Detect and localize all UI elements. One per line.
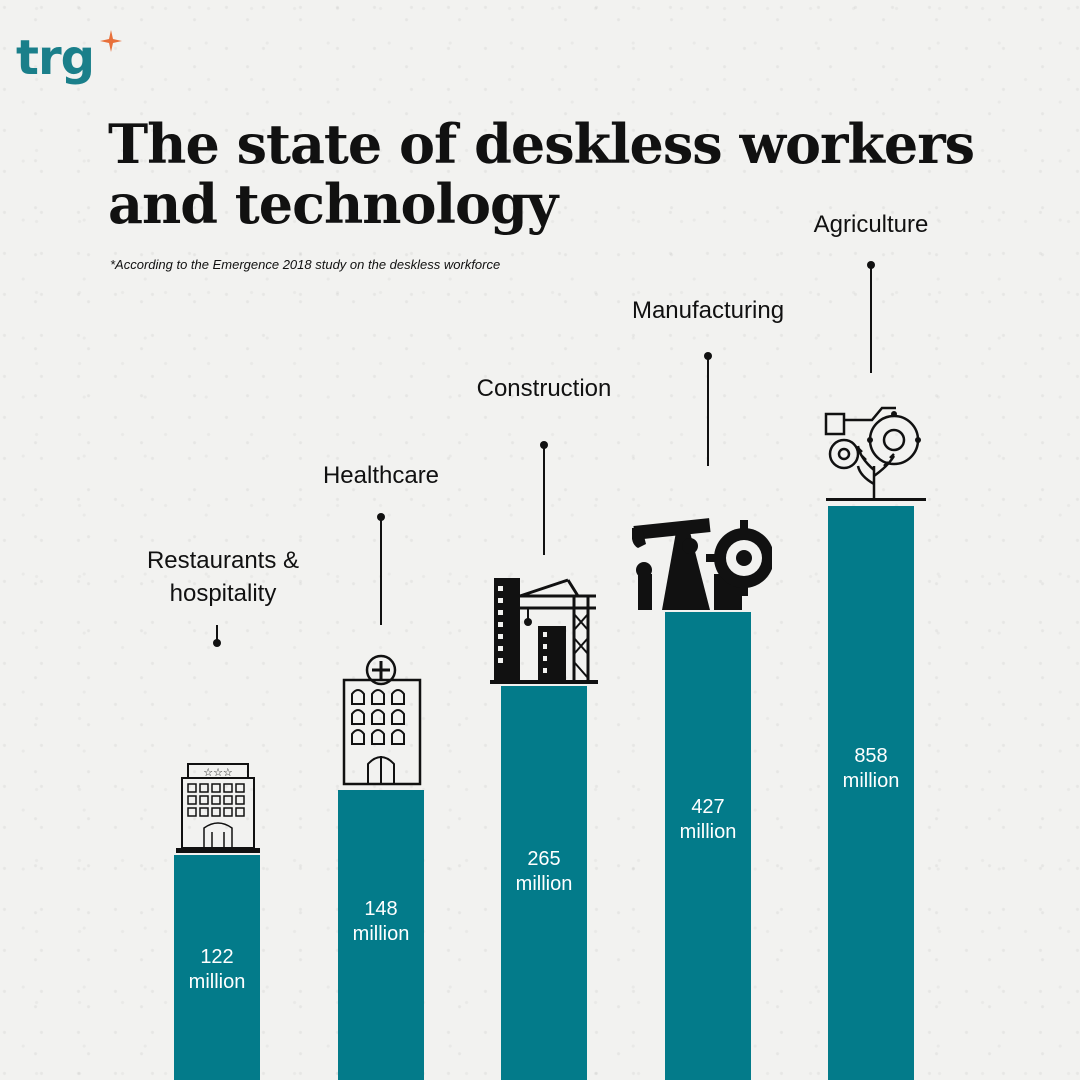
bar-4: [665, 612, 751, 1080]
connector-dot-2: [377, 513, 385, 521]
page-title: The state of deskless workers and techno…: [108, 112, 975, 236]
connector-dot-1: [213, 639, 221, 647]
connector-dot-5: [867, 261, 875, 269]
bar-2: [338, 790, 424, 1080]
value-label-2-line-1: 148: [364, 898, 397, 920]
value-label-1-line-1: 122: [200, 946, 233, 968]
value-label-5-line-1: 858: [854, 745, 887, 767]
category-label-3-line-1: Construction: [477, 375, 612, 402]
source-note: *According to the Emergence 2018 study o…: [110, 257, 501, 272]
value-label-3-line-2: million: [516, 873, 573, 895]
bar-1: [174, 855, 260, 1080]
category-label-2-line-1: Healthcare: [323, 462, 439, 489]
value-label-4-line-2: million: [680, 821, 737, 843]
category-label-4-line-1: Manufacturing: [632, 297, 784, 324]
oil-pump-gear-icon: [632, 518, 772, 610]
category-label-1-line-1: Restaurants &: [147, 547, 299, 574]
brand-logo: trg: [16, 30, 95, 86]
connector-dot-3: [540, 441, 548, 449]
value-label-5-line-2: million: [843, 770, 900, 792]
bar-3: [501, 686, 587, 1080]
hospital-icon: [342, 654, 422, 786]
value-label-1-line-2: million: [189, 971, 246, 993]
category-label-1-line-2: hospitality: [170, 580, 277, 607]
construction-crane-icon: [490, 578, 598, 684]
category-label-5-line-1: Agriculture: [814, 211, 929, 238]
value-label-3-line-1: 265: [527, 848, 560, 870]
sparkle-icon: [100, 30, 122, 52]
bar-5: [828, 506, 914, 1080]
value-label-2-line-2: million: [353, 923, 410, 945]
tractor-wheat-icon: [824, 406, 926, 501]
hotel-icon: ☆☆☆: [176, 763, 260, 853]
svg-text:☆☆☆: ☆☆☆: [203, 766, 233, 779]
value-label-4-line-1: 427: [691, 796, 724, 818]
connector-dot-4: [704, 352, 712, 360]
